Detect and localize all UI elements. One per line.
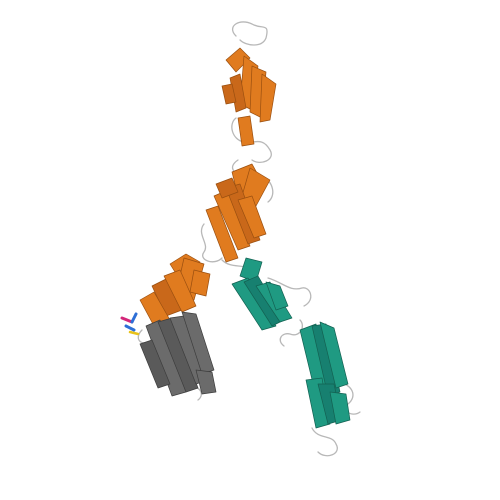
chain-a-lower-domain [139,253,211,327]
ligand [120,312,140,336]
chain-b-domain-lower [299,321,351,429]
chain-b-domain-upper [231,257,293,331]
chain-a-middle-domain [205,163,271,263]
chain-c-domain [139,311,217,397]
chain-a-top-domain [221,47,277,147]
